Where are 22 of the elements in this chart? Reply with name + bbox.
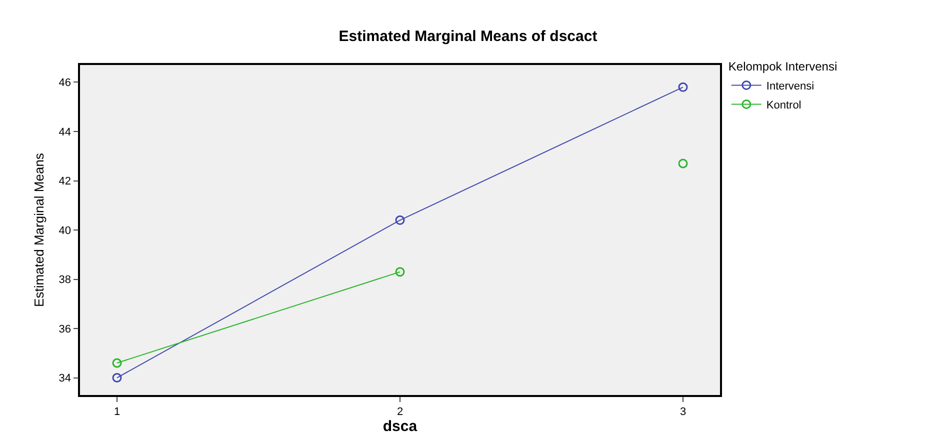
legend-title: Kelompok Intervensi (728, 60, 838, 74)
x-tick-label: 2 (396, 406, 404, 418)
point (112, 373, 122, 383)
y-tick-label: 42 (58, 176, 72, 188)
y-tick-label: 38 (58, 274, 72, 286)
y-tick-label: 34 (58, 372, 72, 385)
point (678, 82, 688, 92)
point (112, 358, 122, 368)
legend-label: Intervensi (766, 80, 814, 92)
legend-label: Kontrol (766, 99, 802, 112)
point (395, 215, 405, 225)
x-tick-label: 1 (114, 406, 120, 418)
point (678, 158, 688, 168)
x-tick-label: 3 (680, 406, 686, 418)
y-axis-title: Estimated Marginal Means (32, 152, 46, 307)
x-axis-title: dsca (382, 418, 418, 435)
y-tick-label: 40 (58, 224, 72, 237)
y-tick-label: 46 (58, 77, 72, 90)
point (395, 267, 405, 277)
chart-title: Estimated Marginal Means of dscact (338, 28, 598, 45)
y-tick-label: 44 (58, 126, 72, 138)
y-tick-label: 36 (58, 323, 72, 336)
